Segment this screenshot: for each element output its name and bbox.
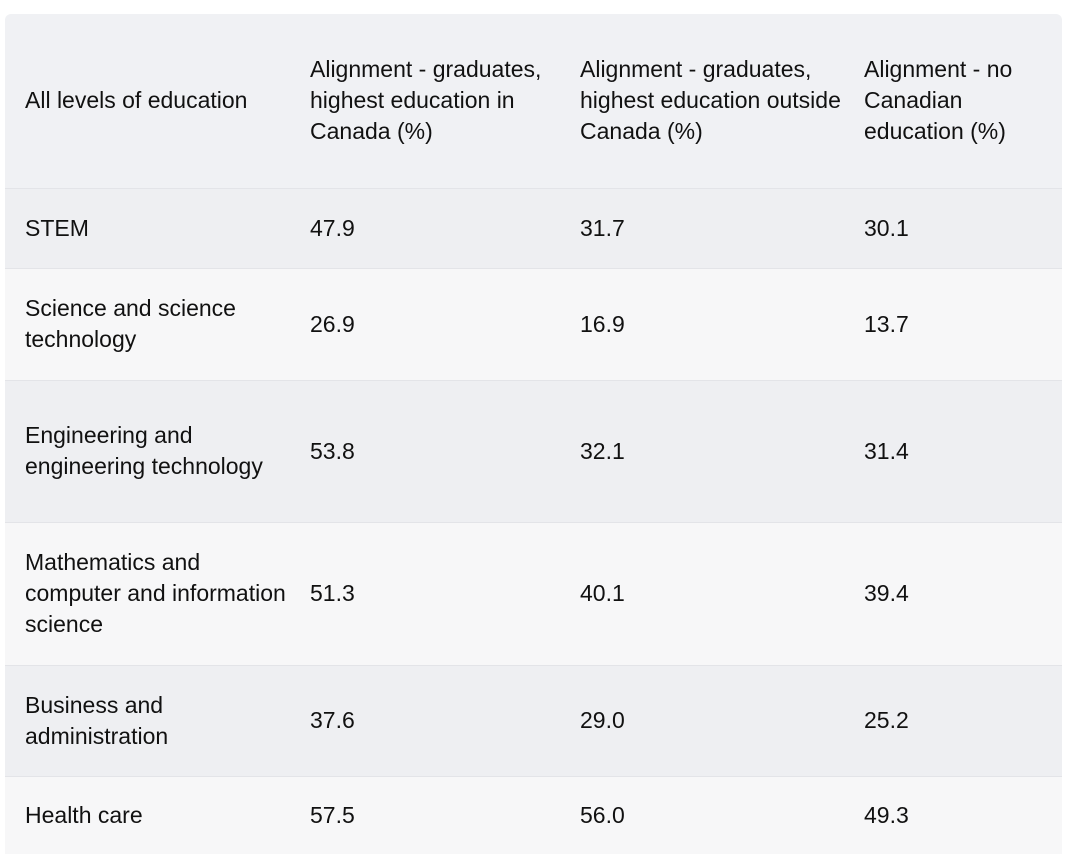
cell-canada: 53.8 [290, 380, 560, 523]
cell-field: Business and administration [5, 665, 290, 777]
cell-outside-canada: 29.0 [560, 665, 844, 777]
cell-no-canadian: 25.2 [844, 665, 1062, 777]
cell-outside-canada: 16.9 [560, 268, 844, 381]
cell-field: Engineering and engineering technology [5, 380, 290, 523]
cell-canada: 26.9 [290, 268, 560, 381]
cell-canada: 47.9 [290, 188, 560, 269]
cell-field: Mathematics and computer and information… [5, 522, 290, 666]
cell-no-canadian: 30.1 [844, 188, 1062, 269]
cell-canada: 57.5 [310, 801, 355, 828]
cell-no-canadian: 31.4 [844, 380, 1062, 523]
column-header-field: All levels of education [5, 14, 290, 189]
cell-field: STEM [5, 188, 290, 269]
table-row: Science and science technology 26.9 16.9… [5, 268, 1062, 381]
cell-field: Science and science technology [5, 268, 290, 381]
column-header-canada: Alignment - graduates, highest education… [290, 14, 560, 189]
column-header-outside-canada: Alignment - graduates, highest education… [560, 14, 844, 189]
cell-no-canadian: 13.7 [844, 268, 1062, 381]
table-row: Engineering and engineering technology 5… [5, 380, 1062, 523]
cell-outside-canada: 40.1 [560, 522, 844, 666]
table-row: Mathematics and computer and information… [5, 522, 1062, 666]
table-row: STEM 47.9 31.7 30.1 [5, 188, 1062, 269]
table-header-row: All levels of education Alignment - grad… [5, 14, 1062, 189]
cell-canada: 37.6 [290, 665, 560, 777]
alignment-table: All levels of education Alignment - grad… [5, 14, 1062, 854]
cell-outside-canada: 31.7 [560, 188, 844, 269]
cell-no-canadian: 49.3 [864, 801, 909, 828]
cell-field: Health care [25, 801, 143, 828]
cell-outside-canada: 56.0 [580, 801, 625, 828]
table-row: Health care 57.5 56.0 49.3 [5, 776, 1062, 854]
cell-outside-canada: 32.1 [560, 380, 844, 523]
table-row: Business and administration 37.6 29.0 25… [5, 665, 1062, 777]
data-table-container: All levels of education Alignment - grad… [5, 14, 1062, 854]
cell-no-canadian: 39.4 [844, 522, 1062, 666]
cell-canada: 51.3 [290, 522, 560, 666]
column-header-no-canadian: Alignment - no Canadian education (%) [844, 14, 1062, 189]
